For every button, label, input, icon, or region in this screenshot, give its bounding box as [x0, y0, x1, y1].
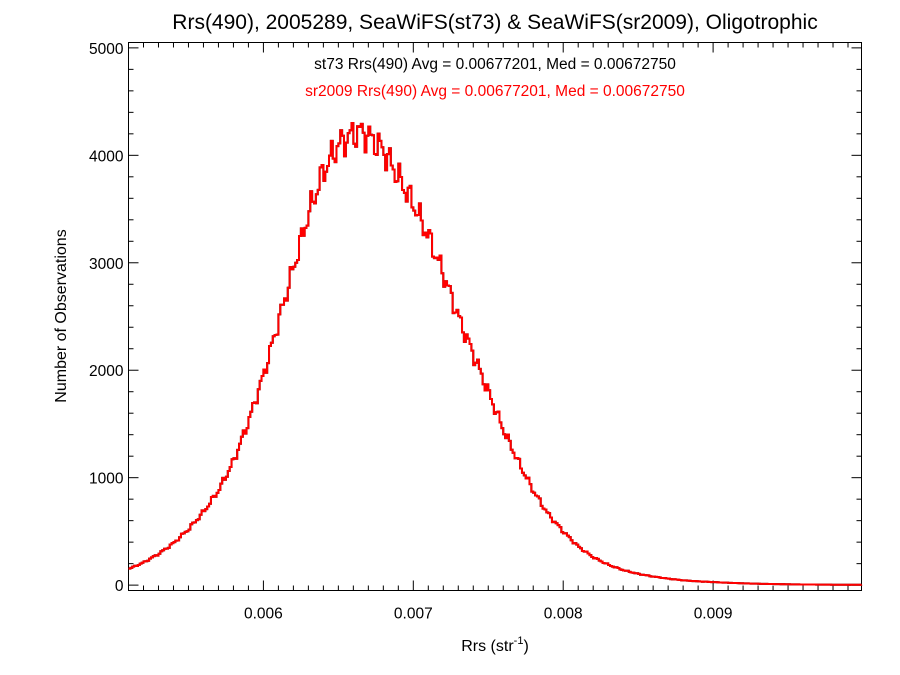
- y-tick-label: 2000: [89, 363, 124, 380]
- plot-frame: [128, 42, 862, 591]
- chart-title: Rrs(490), 2005289, SeaWiFS(st73) & SeaWi…: [172, 11, 817, 34]
- series-layer: [128, 121, 863, 586]
- y-tick-labels: 0 1000 2000 3000 4000 5000: [89, 41, 124, 595]
- x-tick-label: 0.008: [544, 606, 583, 623]
- x-tick-label: 0.006: [244, 606, 283, 623]
- y-tick-label: 0: [115, 578, 124, 595]
- histogram-series-sr2009: [128, 121, 863, 586]
- x-tick-label: 0.007: [394, 606, 433, 623]
- annotation-sr2009: sr2009 Rrs(490) Avg = 0.00677201, Med = …: [305, 83, 685, 100]
- annotation-st73: st73 Rrs(490) Avg = 0.00677201, Med = 0.…: [314, 56, 676, 73]
- histogram-series-st73: [128, 121, 863, 586]
- axis-ticks: [128, 42, 862, 591]
- x-axis-label-superscript: -1: [514, 635, 524, 647]
- x-tick-label: 0.009: [694, 606, 733, 623]
- x-tick-labels: 0.006 0.007 0.008 0.009: [244, 606, 732, 623]
- y-tick-label: 3000: [89, 256, 124, 273]
- y-axis-label: Number of Observations: [53, 229, 70, 402]
- y-tick-label: 4000: [89, 148, 124, 165]
- x-axis-label: Rrs (str-1): [461, 635, 529, 655]
- y-tick-label: 1000: [89, 471, 124, 488]
- y-tick-label: 5000: [89, 41, 124, 58]
